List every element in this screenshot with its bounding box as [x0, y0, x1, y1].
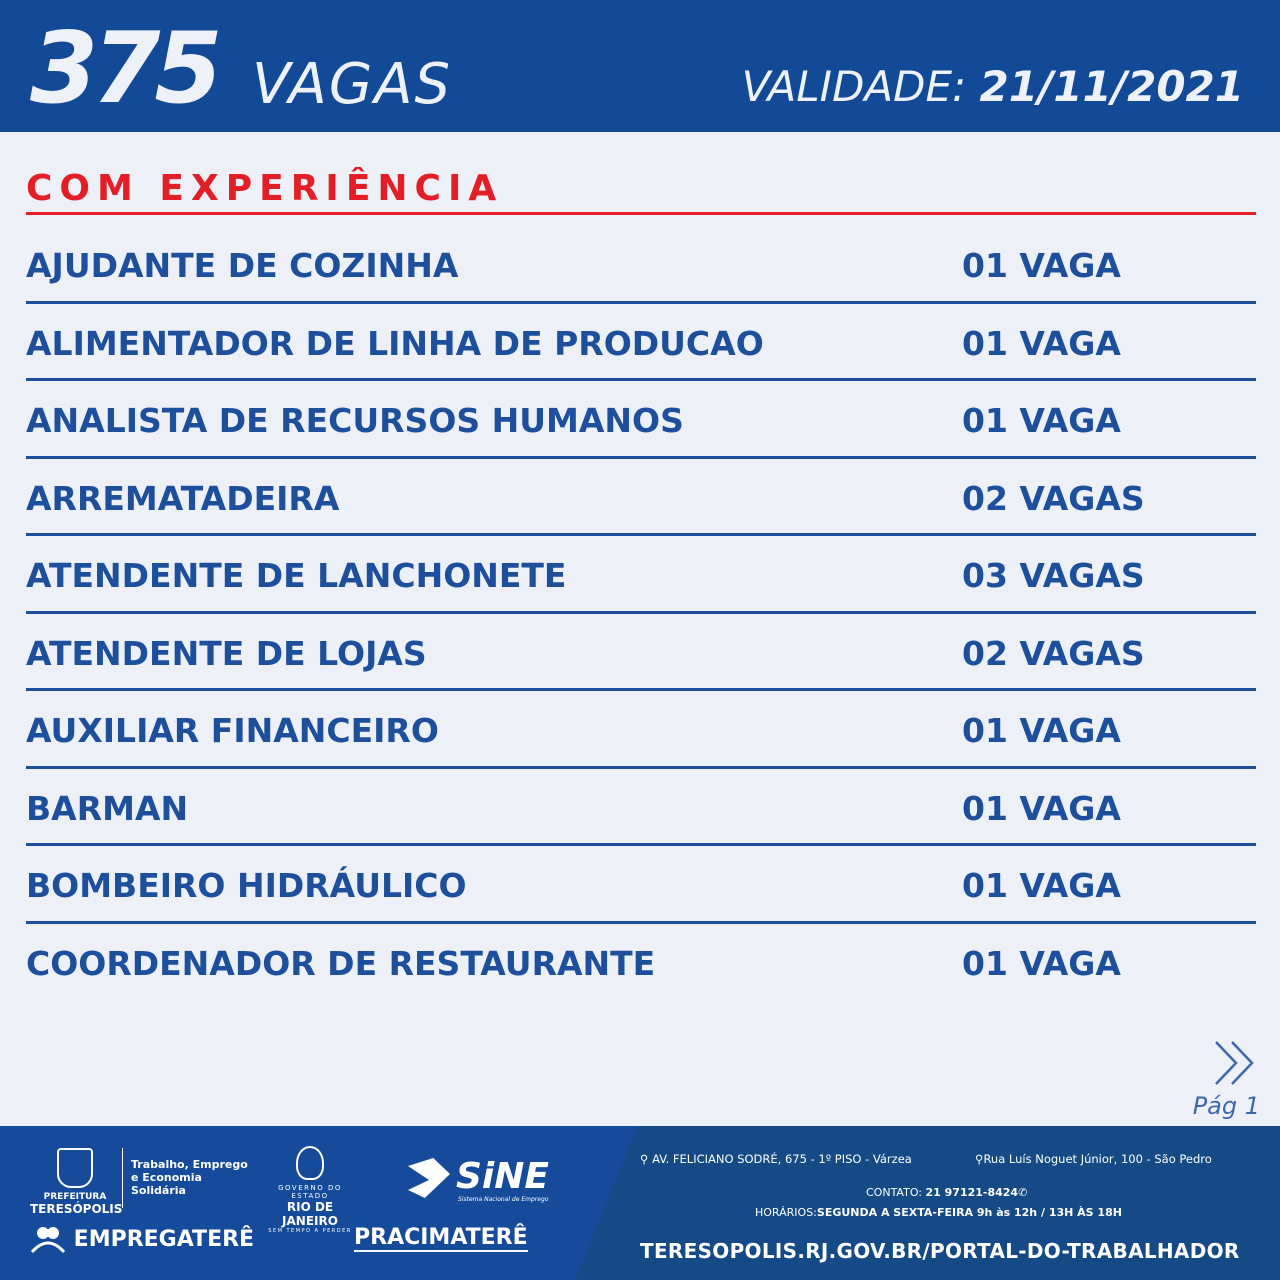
hours: HORÁRIOS:SEGUNDA A SEXTA-FEIRA 9h às 12h… [755, 1206, 1122, 1219]
pref-line1: PREFEITURA [43, 1192, 107, 1202]
job-title: ANALISTA DE RECURSOS HUMANOS [26, 401, 684, 440]
job-title: AUXILIAR FINANCEIRO [26, 711, 439, 750]
address-2-text: Rua Luís Noguet Júnior, 100 - São Pedro [983, 1152, 1212, 1166]
secretaria-line: Solidária [131, 1184, 186, 1197]
empregatere-logo: EMPREGATERÊ [30, 1226, 254, 1254]
job-vacancies: 01 VAGA [962, 323, 1121, 363]
job-vacancies: 01 VAGA [962, 788, 1121, 828]
job-row: ANALISTA DE RECURSOS HUMANOS 01 VAGA [26, 381, 1256, 459]
job-title: ALIMENTADOR DE LINHA DE PRODUCAO [26, 323, 764, 363]
job-vacancies: 01 VAGA [962, 711, 1121, 750]
logo-divider [122, 1148, 123, 1208]
job-row: AJUDANTE DE COZINHA 01 VAGA [26, 226, 1256, 304]
job-title: ATENDENTE DE LANCHONETE [26, 556, 567, 595]
job-title: COORDENADOR DE RESTAURANTE [26, 943, 656, 983]
job-list: AJUDANTE DE COZINHA 01 VAGA ALIMENTADOR DE… [26, 226, 1256, 1001]
secretaria-label: Trabalho, Emprego e Economia Solidária [131, 1158, 251, 1197]
portal-url[interactable]: TERESOPOLIS.RJ.GOV.BR/PORTAL-DO-TRABALHA… [640, 1239, 1240, 1263]
vacancy-count: 375 [30, 12, 223, 126]
pracimatere-logo: PRACIMATERÊ [354, 1225, 528, 1252]
section-title: COM EXPERIÊNCIA [26, 168, 504, 209]
job-title: BARMAN [26, 788, 189, 828]
sine-logo: SiNE Sistema Nacional de Emprego [408, 1156, 549, 1203]
validity-date: 21/11/2021 [979, 62, 1244, 111]
rj-line1: GOVERNO DO ESTADO [278, 1184, 342, 1200]
job-vacancies: 01 VAGA [962, 943, 1121, 983]
job-row: ATENDENTE DE LOJAS 02 VAGAS [26, 614, 1256, 691]
sine-mark-icon [408, 1158, 450, 1198]
pref-line2: TERESÓPOLIS [30, 1202, 123, 1216]
page-indicator: Pág 1 [1192, 1092, 1260, 1120]
job-vacancies: 01 VAGA [962, 246, 1121, 285]
footer: PREFEITURA TERESÓPOLIS Trabalho, Emprego… [0, 1126, 1280, 1280]
job-title: BOMBEIRO HIDRÁULICO [26, 866, 467, 905]
hours-value: SEGUNDA A SEXTA-FEIRA 9h às 12h / 13H ÀS… [816, 1206, 1122, 1219]
job-row: ATENDENTE DE LANCHONETE 03 VAGAS [26, 536, 1256, 614]
secretaria-line: e Economia [131, 1171, 202, 1184]
job-row: ARREMATADEIRA 02 VAGAS [26, 459, 1256, 536]
job-row: ALIMENTADOR DE LINHA DE PRODUCAO 01 VAGA [26, 304, 1256, 381]
job-vacancies: 01 VAGA [962, 401, 1121, 440]
rj-line2: RIO DE JANEIRO [282, 1200, 338, 1228]
address-2: ⚲Rua Luís Noguet Júnior, 100 - São Pedro [975, 1152, 1212, 1166]
location-pin-icon: ⚲ [640, 1152, 649, 1166]
people-icon [30, 1227, 66, 1254]
rj-line3: SEM TEMPO A PERDER [268, 1228, 352, 1234]
job-row: BARMAN 01 VAGA [26, 769, 1256, 846]
whatsapp-icon: ✆ [1018, 1186, 1028, 1199]
header-banner: 375 VAGAS VALIDADE: 21/11/2021 [0, 0, 1280, 132]
address-1: ⚲ AV. FELICIANO SODRÉ, 675 - 1º PISO - V… [640, 1152, 912, 1166]
rj-government-logo: GOVERNO DO ESTADO RIO DE JANEIRO SEM TEM… [258, 1146, 362, 1234]
empregatere-text: EMPREGATERÊ [73, 1227, 255, 1252]
sine-subtitle: Sistema Nacional de Emprego [458, 1196, 549, 1203]
job-vacancies: 02 VAGAS [962, 633, 1145, 673]
footer-logos-panel: PREFEITURA TERESÓPOLIS Trabalho, Emprego… [0, 1126, 638, 1280]
job-row: BOMBEIRO HIDRÁULICO 01 VAGA [26, 846, 1256, 924]
validity-label: VALIDADE: [741, 62, 967, 111]
job-title: AJUDANTE DE COZINHA [26, 246, 459, 285]
job-vacancies: 01 VAGA [962, 866, 1121, 905]
job-row: AUXILIAR FINANCEIRO 01 VAGA [26, 691, 1256, 769]
section-divider [26, 212, 1256, 215]
location-pin-icon: ⚲ [975, 1152, 984, 1166]
job-row: COORDENADOR DE RESTAURANTE 01 VAGA [26, 924, 1256, 1002]
contact: CONTATO: 21 97121-8424✆ [866, 1186, 1027, 1199]
secretaria-line: Trabalho, Emprego [131, 1158, 248, 1171]
teresopolis-crest-icon [57, 1148, 93, 1188]
hours-label: HORÁRIOS: [755, 1206, 817, 1219]
sine-text: SiNE [456, 1156, 549, 1197]
contact-phone[interactable]: 21 97121-8424 [925, 1186, 1019, 1199]
job-title: ATENDENTE DE LOJAS [26, 633, 427, 673]
address-1-text: AV. FELICIANO SODRÉ, 675 - 1º PISO - Vár… [652, 1152, 912, 1166]
rj-crest-icon [296, 1146, 324, 1180]
prefeitura-logo: PREFEITURA TERESÓPOLIS [30, 1148, 123, 1216]
job-vacancies: 02 VAGAS [962, 478, 1145, 518]
vacancy-count-label: VAGAS [252, 52, 453, 117]
job-vacancies: 03 VAGAS [962, 556, 1145, 595]
job-title: ARREMATADEIRA [26, 478, 340, 518]
double-chevron-right-icon[interactable] [1212, 1040, 1258, 1086]
contact-label: CONTATO: [866, 1186, 922, 1199]
validity: VALIDADE: 21/11/2021 [742, 62, 1244, 111]
